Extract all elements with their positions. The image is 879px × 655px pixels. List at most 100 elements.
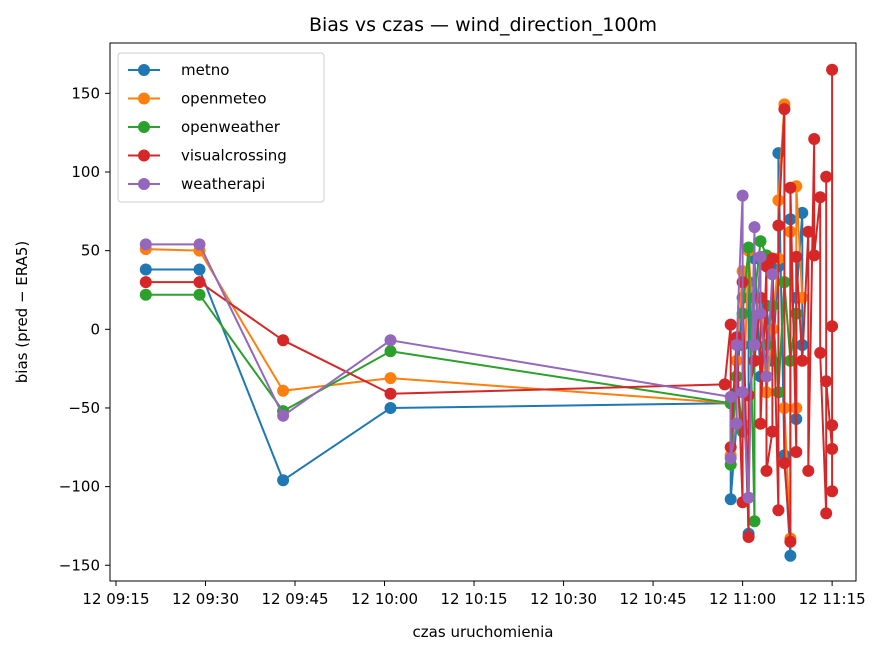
data-point-visualcrossing-32	[814, 191, 827, 204]
data-point-openweather-12	[754, 235, 767, 248]
data-point-visualcrossing-26	[790, 250, 803, 263]
data-point-visualcrossing-1	[193, 276, 206, 289]
legend-box	[117, 52, 325, 203]
data-point-visualcrossing-4	[718, 378, 731, 391]
data-point-weatherapi-5	[724, 452, 737, 465]
data-point-visualcrossing-19	[772, 504, 785, 517]
data-point-weatherapi-1	[193, 238, 206, 251]
legend-marker-weatherapi	[138, 178, 150, 190]
data-point-visualcrossing-14	[754, 417, 767, 430]
y-tick-label-5: 100	[71, 163, 100, 181]
legend-label-openmeteo: openmeteo	[181, 90, 267, 108]
data-point-openweather-3	[384, 345, 397, 358]
legend-label-visualcrossing: visualcrossing	[181, 147, 287, 165]
data-point-visualcrossing-5	[724, 318, 737, 331]
legend-item-openweather: openweather	[128, 118, 281, 136]
data-point-visualcrossing-28	[802, 225, 815, 238]
data-point-openweather-1	[193, 288, 206, 301]
legend: metno openmeteo openweather visualcrossing w…	[117, 52, 325, 203]
data-point-weatherapi-8	[736, 189, 749, 202]
data-point-visualcrossing-20	[772, 219, 785, 232]
y-tick-label-6: 150	[71, 84, 100, 102]
legend-item-openmeteo: openmeteo	[128, 90, 267, 108]
data-point-weatherapi-6	[730, 417, 743, 430]
data-point-weatherapi-9	[736, 386, 749, 399]
series-line-weatherapi	[145, 194, 774, 499]
data-point-weatherapi-2	[277, 409, 290, 422]
data-point-visualcrossing-31	[808, 249, 821, 262]
plot-marks	[139, 63, 839, 562]
data-point-weatherapi-16	[766, 268, 779, 281]
y-tick-label-4: 50	[81, 242, 100, 260]
data-point-metno-2	[277, 474, 290, 487]
data-point-metno-5	[724, 493, 737, 506]
data-point-weatherapi-4	[724, 390, 737, 403]
legend-marker-openweather	[138, 121, 150, 133]
data-point-weatherapi-15	[760, 370, 773, 383]
x-tick-label-1: 12 09:30	[172, 590, 239, 608]
data-point-openmeteo-2	[277, 384, 290, 397]
data-point-openweather-0	[139, 288, 152, 301]
data-point-weatherapi-11	[748, 221, 761, 234]
x-tick-label-7: 12 11:00	[709, 590, 776, 608]
data-point-weatherapi-13	[754, 250, 767, 263]
data-point-openmeteo-3	[384, 372, 397, 385]
plot-frame	[109, 42, 857, 582]
x-tick-label-0: 12 09:15	[82, 590, 149, 608]
data-point-visualcrossing-34	[820, 507, 833, 520]
y-tick-label-3: 0	[90, 320, 100, 338]
data-point-visualcrossing-39	[826, 419, 839, 432]
data-point-visualcrossing-21	[778, 103, 791, 116]
data-point-visualcrossing-29	[802, 464, 815, 477]
x-tick-label-8: 12 11:15	[799, 590, 866, 608]
data-point-openweather-10	[748, 515, 761, 528]
data-point-visualcrossing-0	[139, 276, 152, 289]
data-point-visualcrossing-30	[808, 133, 821, 145]
legend-item-weatherapi: weatherapi	[128, 175, 265, 193]
data-point-metno-24	[796, 206, 809, 219]
x-tick-label-4: 12 10:15	[441, 590, 508, 608]
data-point-weatherapi-12	[748, 339, 761, 351]
data-point-visualcrossing-17	[766, 425, 779, 438]
series-weatherapi	[139, 189, 779, 504]
data-point-visualcrossing-22	[778, 457, 791, 469]
legend-item-visualcrossing: visualcrossing	[128, 147, 287, 165]
legend-item-metno: metno	[128, 61, 229, 79]
data-point-visualcrossing-36	[820, 375, 833, 388]
data-point-metno-0	[139, 263, 152, 276]
x-tick-label-3: 12 10:00	[351, 590, 418, 608]
data-point-metno-3	[384, 402, 397, 414]
data-point-visualcrossing-3	[384, 387, 397, 400]
data-point-visualcrossing-27	[796, 354, 809, 367]
data-point-visualcrossing-35	[820, 170, 833, 183]
legend-marker-openmeteo	[138, 92, 150, 105]
y-axis-label: bias (pred − ERA5)	[13, 241, 31, 383]
data-point-openweather-9	[742, 241, 755, 254]
data-point-weatherapi-0	[139, 238, 152, 251]
data-point-weatherapi-3	[384, 334, 397, 347]
data-point-visualcrossing-37	[826, 442, 839, 455]
data-point-visualcrossing-12	[748, 354, 761, 367]
y-tick-label-1: −100	[59, 478, 100, 496]
axes: 12 09:15 12 09:30 12 09:45 12 10:00 12 10:15…	[59, 84, 866, 608]
legend-label-openweather: openweather	[181, 118, 281, 136]
legend-label-metno: metno	[181, 61, 229, 79]
y-tick-label-0: −150	[59, 556, 100, 574]
x-tick-label-2: 12 09:45	[261, 590, 328, 608]
data-point-weatherapi-14	[754, 307, 767, 320]
data-point-weatherapi-10	[742, 491, 755, 504]
data-point-visualcrossing-40	[826, 485, 839, 498]
legend-label-weatherapi: weatherapi	[181, 175, 265, 193]
x-axis-label: czas uruchomienia	[413, 623, 554, 641]
data-point-openmeteo-15	[772, 194, 785, 207]
data-point-visualcrossing-24	[784, 181, 797, 194]
data-point-visualcrossing-2	[277, 334, 290, 347]
y-tick-label-2: −50	[68, 399, 100, 417]
data-point-visualcrossing-25	[790, 446, 803, 458]
data-point-visualcrossing-23	[784, 535, 797, 548]
data-point-visualcrossing-38	[826, 320, 839, 333]
x-tick-label-6: 12 10:45	[620, 590, 687, 608]
legend-marker-visualcrossing	[138, 149, 150, 162]
x-tick-label-5: 12 10:30	[530, 590, 597, 608]
